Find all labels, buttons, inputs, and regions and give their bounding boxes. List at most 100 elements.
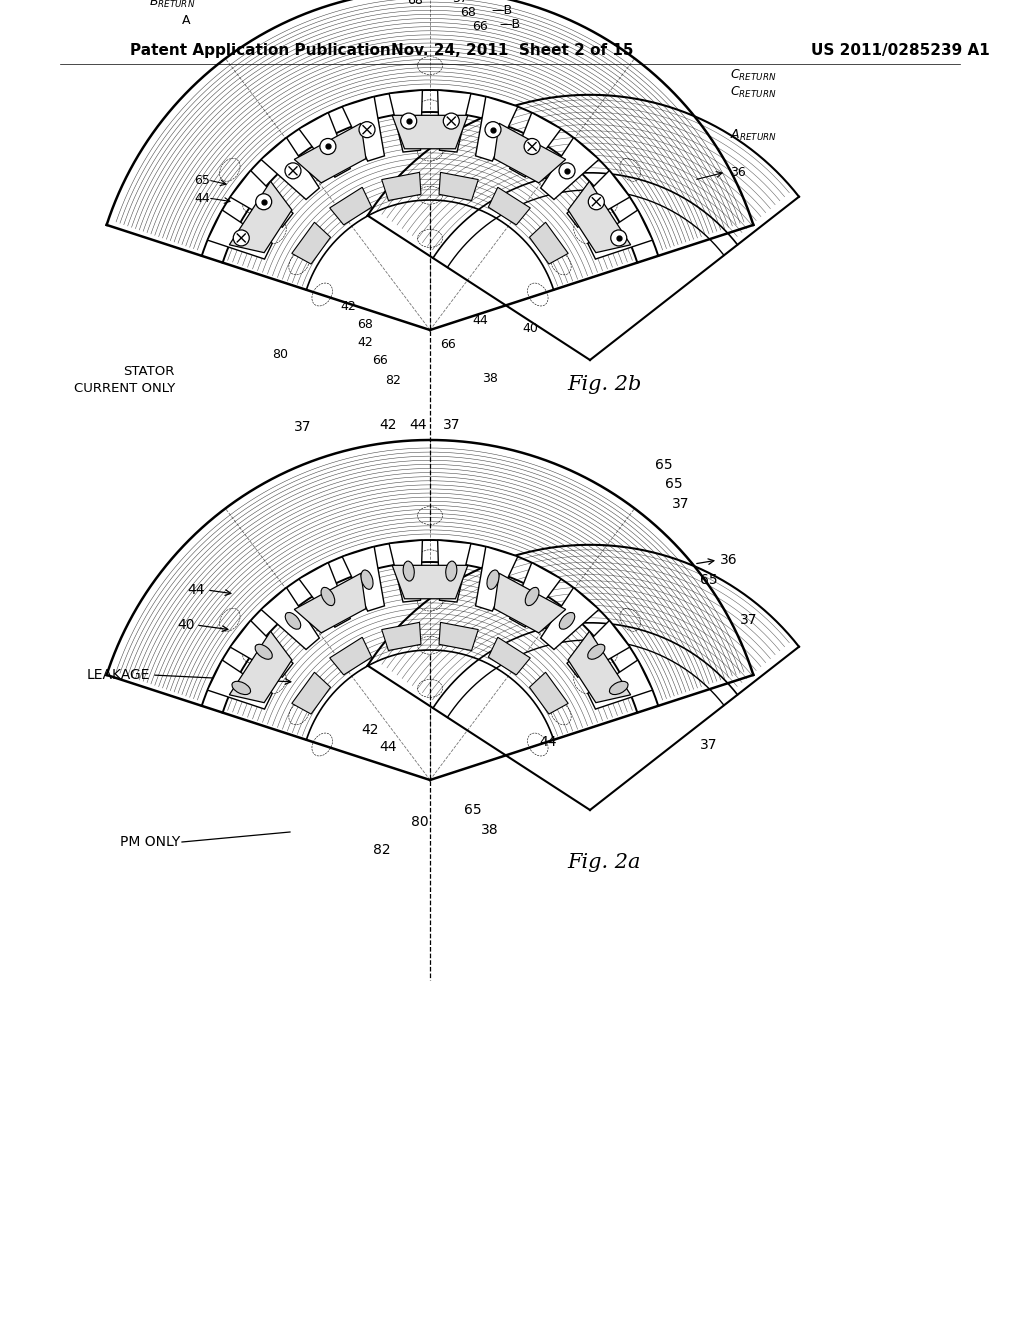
- Circle shape: [400, 114, 417, 129]
- Text: 66: 66: [372, 354, 388, 367]
- Text: 65: 65: [195, 173, 210, 186]
- Polygon shape: [382, 622, 421, 651]
- Polygon shape: [568, 181, 631, 252]
- Circle shape: [589, 194, 604, 210]
- Polygon shape: [299, 112, 350, 177]
- Circle shape: [443, 114, 460, 129]
- Polygon shape: [342, 96, 384, 161]
- Polygon shape: [230, 620, 293, 677]
- Text: Fig. 2a: Fig. 2a: [567, 853, 640, 871]
- Text: 44: 44: [379, 741, 396, 754]
- Polygon shape: [541, 587, 599, 649]
- Text: Patent Application Publication: Patent Application Publication: [130, 42, 391, 58]
- Polygon shape: [330, 187, 372, 224]
- Polygon shape: [488, 187, 530, 224]
- Circle shape: [233, 230, 249, 246]
- Text: 37: 37: [700, 738, 718, 752]
- Text: 80: 80: [272, 348, 288, 362]
- Text: 37: 37: [740, 612, 758, 627]
- Polygon shape: [510, 112, 561, 177]
- Text: 80: 80: [412, 814, 429, 829]
- Text: 42: 42: [357, 335, 373, 348]
- Text: 68: 68: [408, 0, 423, 7]
- Ellipse shape: [322, 587, 335, 606]
- Text: 66: 66: [472, 20, 487, 33]
- Polygon shape: [230, 170, 293, 227]
- Ellipse shape: [609, 681, 628, 694]
- Polygon shape: [292, 222, 331, 264]
- Text: 82: 82: [373, 843, 391, 857]
- Polygon shape: [510, 562, 561, 627]
- Circle shape: [285, 162, 301, 178]
- Polygon shape: [437, 90, 471, 152]
- Polygon shape: [541, 137, 599, 199]
- Polygon shape: [567, 620, 630, 677]
- Polygon shape: [389, 90, 422, 152]
- Polygon shape: [294, 123, 366, 183]
- Text: 44: 44: [195, 191, 210, 205]
- Polygon shape: [229, 631, 292, 702]
- Polygon shape: [208, 660, 272, 709]
- Polygon shape: [342, 546, 384, 611]
- Text: 42: 42: [361, 723, 379, 737]
- Circle shape: [256, 194, 271, 210]
- Circle shape: [485, 121, 501, 137]
- Text: 42: 42: [340, 301, 356, 314]
- Polygon shape: [439, 173, 478, 201]
- Text: 36: 36: [720, 553, 737, 568]
- Polygon shape: [229, 181, 292, 252]
- Circle shape: [610, 230, 627, 246]
- Circle shape: [524, 139, 540, 154]
- Ellipse shape: [286, 612, 301, 630]
- Text: 37: 37: [672, 498, 689, 511]
- Text: 68: 68: [357, 318, 373, 331]
- Text: $A_{RETURN}$: $A_{RETURN}$: [730, 128, 777, 143]
- Ellipse shape: [559, 612, 574, 630]
- Text: 37: 37: [452, 0, 468, 4]
- Polygon shape: [488, 638, 530, 675]
- Polygon shape: [568, 631, 631, 702]
- Text: 44: 44: [187, 583, 205, 597]
- Text: 68: 68: [460, 5, 476, 18]
- Polygon shape: [392, 565, 468, 599]
- Polygon shape: [439, 622, 478, 651]
- Text: 82: 82: [385, 374, 401, 387]
- Text: Fig. 2b: Fig. 2b: [567, 375, 641, 395]
- Polygon shape: [529, 672, 568, 714]
- Circle shape: [559, 162, 575, 178]
- Polygon shape: [392, 115, 468, 149]
- Polygon shape: [382, 173, 421, 201]
- Text: 44: 44: [472, 314, 487, 326]
- Circle shape: [319, 139, 336, 154]
- Text: LEAKAGE: LEAKAGE: [86, 668, 150, 682]
- Polygon shape: [330, 638, 372, 675]
- Polygon shape: [588, 660, 652, 709]
- Text: $B_{RETURN}$: $B_{RETURN}$: [148, 0, 195, 9]
- Ellipse shape: [255, 644, 272, 659]
- Text: 44: 44: [540, 735, 557, 748]
- Ellipse shape: [403, 561, 415, 581]
- Polygon shape: [261, 587, 319, 649]
- Text: $C_{RETURN}$: $C_{RETURN}$: [730, 67, 776, 83]
- Polygon shape: [588, 210, 652, 259]
- Ellipse shape: [525, 587, 539, 606]
- Text: $C_{RETURN}$: $C_{RETURN}$: [730, 84, 776, 99]
- Text: PM ONLY: PM ONLY: [120, 836, 180, 849]
- Polygon shape: [475, 546, 518, 611]
- Ellipse shape: [487, 570, 499, 589]
- Polygon shape: [294, 573, 366, 632]
- Polygon shape: [292, 672, 331, 714]
- Text: 42: 42: [379, 418, 396, 432]
- Ellipse shape: [361, 570, 373, 589]
- Text: 40: 40: [177, 618, 195, 632]
- Polygon shape: [495, 123, 565, 183]
- Text: 37: 37: [294, 420, 311, 434]
- Ellipse shape: [232, 681, 251, 694]
- Text: 38: 38: [481, 822, 499, 837]
- Text: 38: 38: [482, 371, 498, 384]
- Polygon shape: [475, 96, 518, 161]
- Ellipse shape: [588, 644, 605, 659]
- Text: 36: 36: [730, 165, 745, 178]
- Text: Nov. 24, 2011  Sheet 2 of 15: Nov. 24, 2011 Sheet 2 of 15: [391, 42, 633, 58]
- Polygon shape: [495, 573, 565, 632]
